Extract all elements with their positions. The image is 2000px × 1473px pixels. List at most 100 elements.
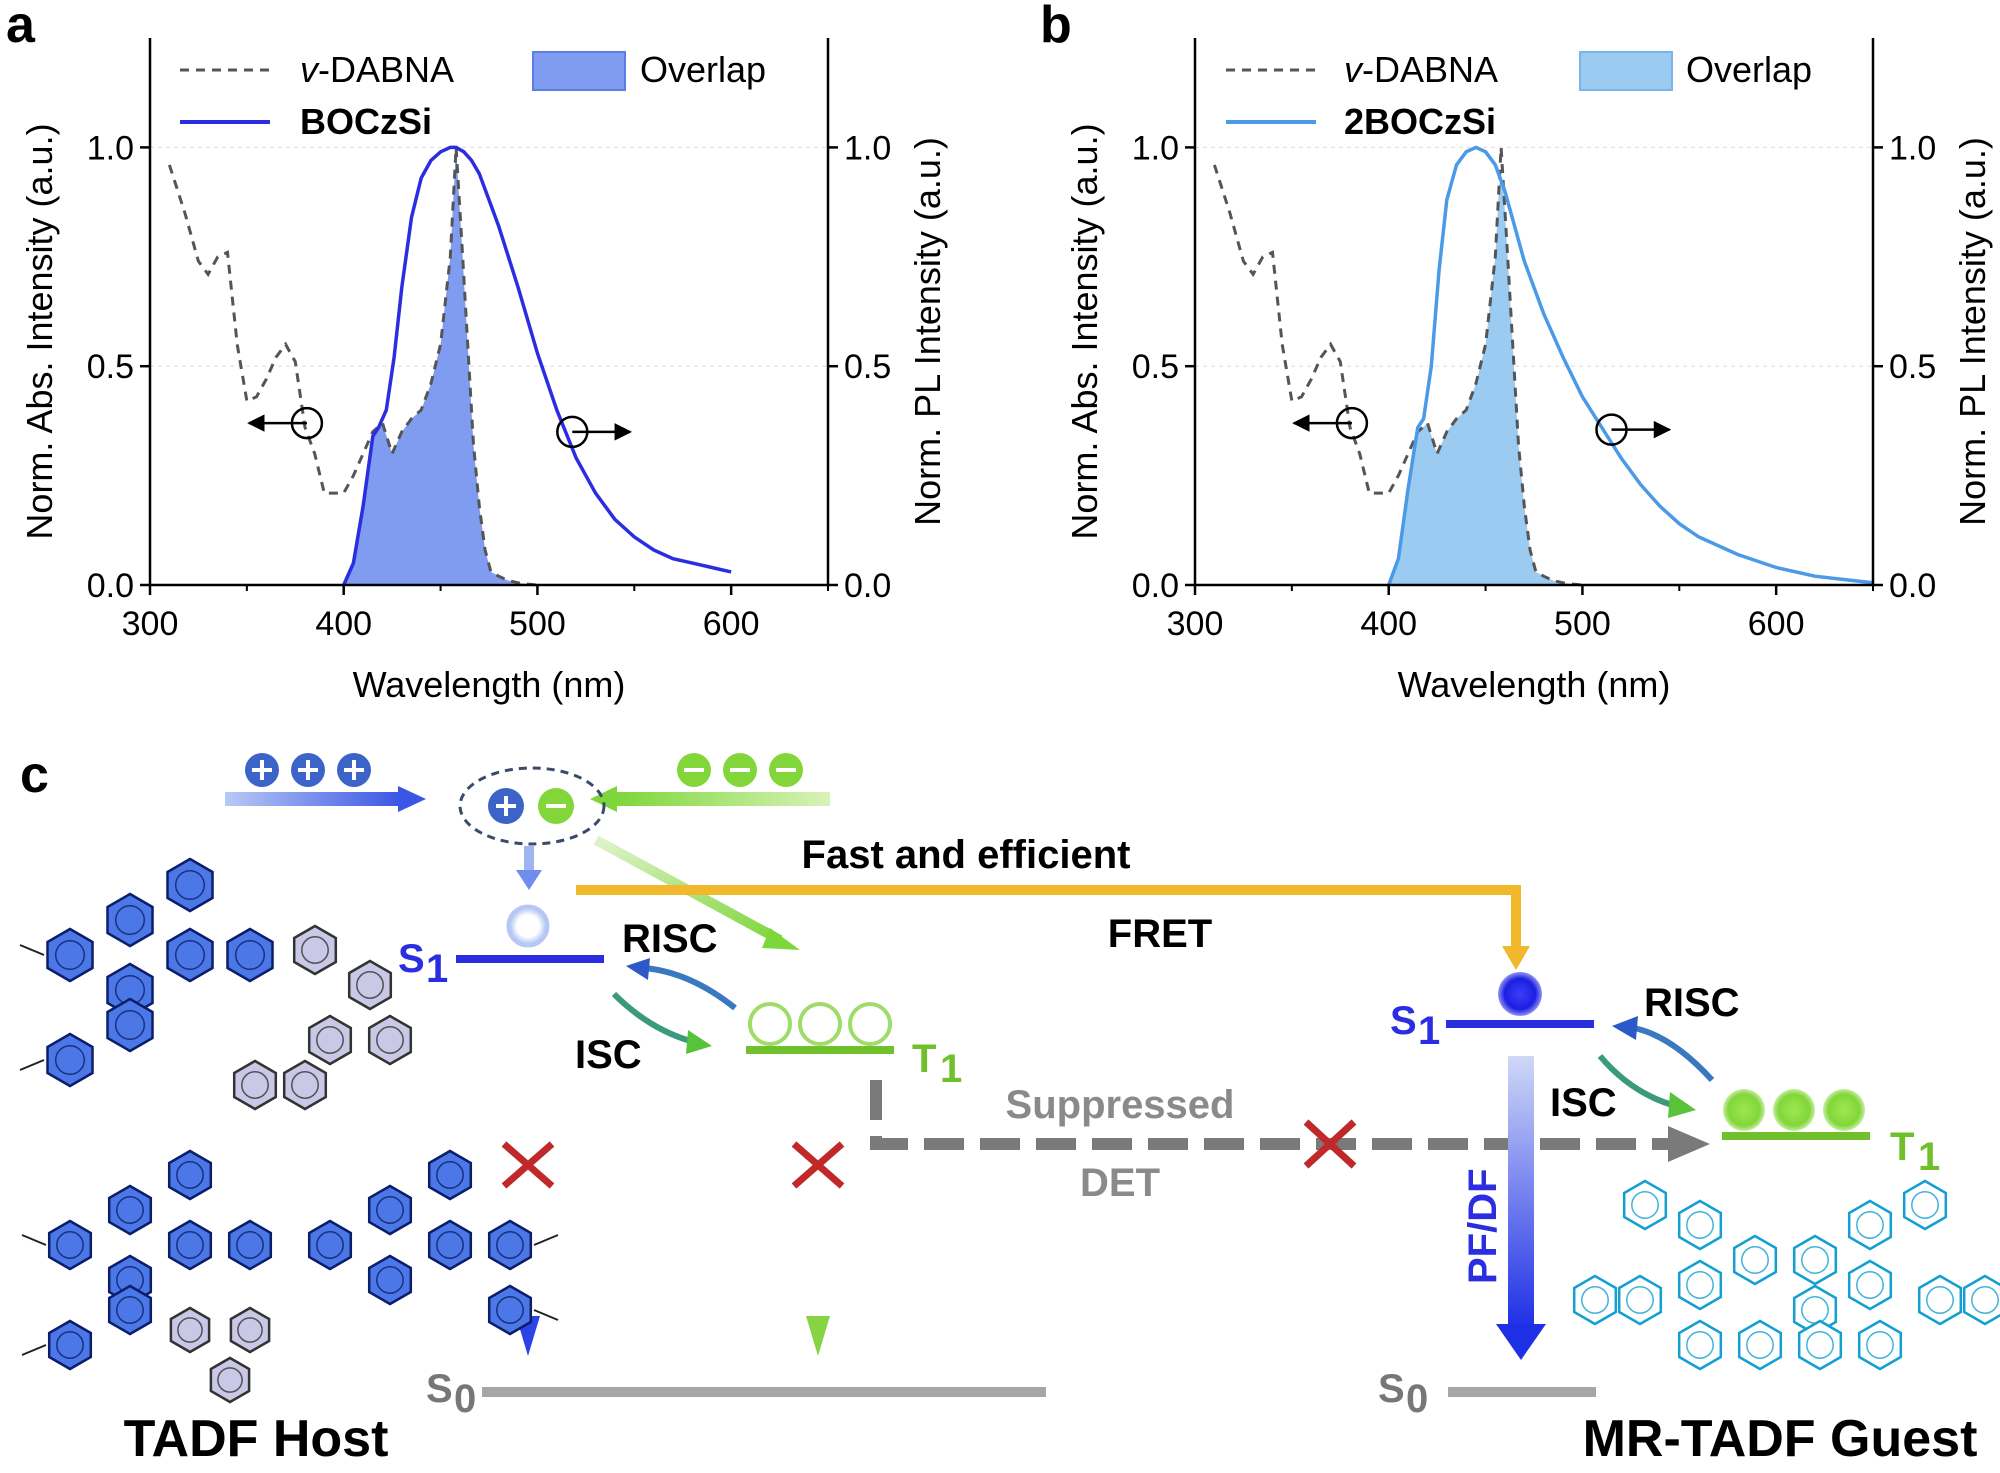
guest-t1-subscript: 1 (1918, 1135, 1940, 1179)
x-axis-label: Wavelength (nm) (1398, 664, 1671, 705)
host-s1-blocked-icon (501, 1141, 555, 1189)
host-risc-label: RISC (622, 917, 718, 961)
y-tick-label-right: 0.0 (844, 567, 891, 605)
legend-overlap-swatch (1579, 51, 1673, 91)
legend-abs-v: v (300, 49, 320, 90)
x-tick-label: 500 (509, 605, 566, 643)
legend-overlap-swatch (532, 51, 626, 91)
panel-a-plot-area: 300 400 500 600 0.0 0.0 0.5 0.5 1.0 1.0 Wavelength… (19, 38, 948, 705)
x-tick-label: 600 (703, 605, 760, 643)
electron-injection-arrow (615, 792, 830, 806)
y-tick-label-left: 1.0 (1132, 129, 1179, 167)
panel-b-letter: b (1040, 0, 1072, 54)
y-tick-label-left: 0.5 (87, 348, 134, 386)
host-isc-label: ISC (575, 1033, 642, 1077)
x-tick-label: 500 (1554, 605, 1611, 643)
guest-isc-arrow (1597, 1054, 1677, 1109)
fast-efficient-label: Fast and efficient (802, 833, 1131, 877)
guest-isc-label: ISC (1550, 1081, 1617, 1125)
host-molecule-2bocsi (21, 1149, 559, 1404)
panel-c-letter: c (20, 746, 49, 804)
guest-s1-exciton (1498, 972, 1542, 1016)
y-tick-label-right: 0.5 (844, 348, 891, 386)
panel-a-letter: a (6, 0, 36, 54)
det-label: DET (1080, 1161, 1160, 1205)
y-tick-label-right: 1.0 (844, 129, 891, 167)
y-tick-label-right: 0.5 (1889, 348, 1936, 386)
guest-risc-label: RISC (1644, 981, 1740, 1025)
fret-arrow (576, 885, 1521, 950)
overlap-area (1388, 180, 1583, 585)
hole-arrow-head (398, 786, 426, 812)
y-axis-label-left: Norm. Abs. Intensity (a.u.) (1064, 123, 1105, 539)
hole-charges (245, 753, 371, 787)
panel-a-legend: v -DABNA Overlap BOCzSi (180, 49, 766, 142)
guest-risc-arrow (1633, 1025, 1715, 1083)
mr-tadf-guest-label: MR-TADF Guest (1583, 1410, 1978, 1468)
y-tick-label-right: 1.0 (1889, 129, 1936, 167)
det-blocked-icon (1303, 1119, 1357, 1169)
guest-s1-subscript: 1 (1418, 1009, 1440, 1053)
y-tick-label-left: 0.5 (1132, 348, 1179, 386)
y-tick-label-left: 0.0 (1132, 567, 1179, 605)
panel-b-plot-area: 300 400 500 600 0.0 0.0 0.5 0.5 1.0 1.0 Wavelength… (1064, 38, 1993, 705)
y-tick-label-right: 0.0 (1889, 567, 1936, 605)
guest-t1-label: T (1890, 1125, 1914, 1169)
host-risc-arrow (643, 965, 737, 1011)
x-tick-label: 300 (1167, 605, 1224, 643)
y-axis-label-right: Norm. PL Intensity (a.u.) (1952, 137, 1993, 526)
overlap-area (343, 147, 538, 585)
fret-label: FRET (1108, 912, 1212, 956)
series-line-2boczsi (1387, 145, 1874, 586)
legend-pl-label: 2BOCzSi (1344, 101, 1496, 142)
x-tick-label: 400 (315, 605, 372, 643)
host-s0-label: S (426, 1367, 453, 1411)
electron-charges (677, 753, 803, 787)
legend-abs-v: v (1344, 49, 1364, 90)
guest-s0-subscript: 0 (1406, 1377, 1428, 1421)
exciton-down-arrow (516, 870, 542, 890)
pf-df-label: PF/DF (1461, 1168, 1505, 1284)
host-s1-label: S (398, 937, 425, 981)
panel-c-diagram: c Fast and (19, 746, 2000, 1468)
guest-s1-label: S (1390, 999, 1417, 1043)
x-tick-label: 600 (1748, 605, 1805, 643)
host-t1-blocked-icon (791, 1141, 845, 1189)
y-axis-label-right: Norm. PL Intensity (a.u.) (907, 137, 948, 526)
tadf-host-label: TADF Host (124, 1410, 389, 1468)
electron-arrow-head (590, 786, 617, 812)
panel-b-chart: b 300 400 500 600 0.0 0.0 0.5 0.5 1.0 1.0 Waveleng… (1040, 0, 1993, 705)
host-s1-exciton (506, 904, 550, 948)
y-axis-label-left: Norm. Abs. Intensity (a.u.) (19, 123, 60, 539)
guest-molecule-vdabna (1572, 1179, 2000, 1371)
exciton-ellipse (458, 766, 606, 846)
legend-abs-label: -DABNA (318, 49, 454, 90)
y-tick-label-left: 0.0 (87, 567, 134, 605)
x-tick-label: 300 (122, 605, 179, 643)
host-s1-subscript: 1 (426, 947, 448, 991)
guest-t1-excitons (1723, 1089, 1865, 1131)
host-t1-excitons (748, 1002, 892, 1046)
panel-b-legend: v -DABNA Overlap 2BOCzSi (1226, 49, 1812, 142)
series-line-boczsi (342, 145, 732, 586)
legend-overlap-label: Overlap (640, 49, 766, 90)
y-tick-label-left: 1.0 (87, 129, 134, 167)
host-isc-arrow (611, 991, 695, 1045)
guest-s0-label: S (1378, 1367, 1405, 1411)
det-arrow (870, 1080, 1670, 1150)
hole-injection-arrow (225, 792, 400, 806)
host-molecule-bocsi (19, 857, 413, 1111)
series-line-v-dabna (167, 147, 538, 587)
legend-overlap-label: Overlap (1686, 49, 1812, 90)
x-tick-label: 400 (1360, 605, 1417, 643)
host-s0-subscript: 0 (454, 1377, 476, 1421)
host-t1-subscript: 1 (940, 1047, 962, 1091)
legend-abs-label: -DABNA (1362, 49, 1498, 90)
host-t1-label: T (912, 1037, 936, 1081)
panel-a-chart: a 300 400 500 600 0.0 0.0 0.5 0.5 1.0 1.0 Waveleng… (6, 0, 948, 705)
suppressed-label: Suppressed (1006, 1083, 1235, 1127)
x-axis-label: Wavelength (nm) (353, 664, 626, 705)
pf-df-arrow (1508, 1056, 1534, 1328)
legend-pl-label: BOCzSi (300, 101, 432, 142)
